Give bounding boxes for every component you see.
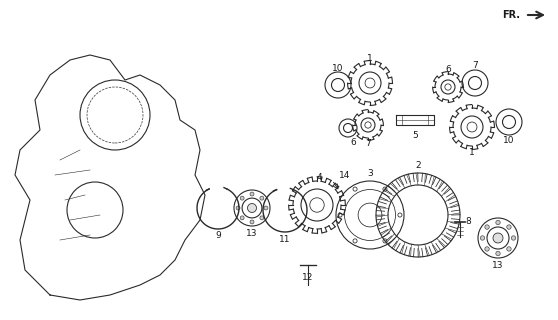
Text: 6: 6 (350, 138, 356, 147)
Text: 13: 13 (246, 229, 258, 238)
Text: 11: 11 (279, 236, 291, 244)
Circle shape (507, 225, 511, 229)
Text: 4: 4 (316, 172, 322, 181)
Circle shape (507, 247, 511, 251)
Circle shape (383, 239, 387, 243)
Text: 12: 12 (302, 273, 314, 282)
Circle shape (250, 220, 254, 224)
Circle shape (485, 225, 489, 229)
Text: 13: 13 (492, 261, 504, 270)
Text: 1: 1 (469, 148, 475, 156)
Text: 7: 7 (472, 60, 478, 69)
Text: 1: 1 (367, 53, 373, 62)
Circle shape (260, 196, 264, 200)
Circle shape (511, 236, 516, 240)
Circle shape (496, 251, 500, 256)
Circle shape (496, 220, 500, 225)
Text: 8: 8 (465, 218, 471, 227)
Circle shape (250, 192, 254, 196)
Circle shape (353, 187, 357, 191)
Text: 3: 3 (367, 169, 373, 178)
Text: FR.: FR. (502, 10, 520, 20)
Text: 10: 10 (332, 63, 344, 73)
Text: 9: 9 (215, 231, 221, 241)
Circle shape (240, 216, 244, 220)
Text: 14: 14 (339, 171, 350, 180)
Circle shape (236, 206, 240, 210)
Circle shape (480, 236, 485, 240)
Circle shape (338, 213, 342, 217)
Circle shape (383, 187, 387, 191)
Circle shape (485, 247, 489, 251)
Circle shape (398, 213, 402, 217)
Text: 7: 7 (365, 139, 371, 148)
Circle shape (493, 233, 503, 243)
Circle shape (248, 204, 257, 212)
Circle shape (353, 239, 357, 243)
Circle shape (260, 216, 264, 220)
Text: 2: 2 (415, 161, 421, 170)
Text: 6: 6 (445, 65, 451, 74)
Circle shape (240, 196, 244, 200)
Text: 5: 5 (412, 131, 418, 140)
Text: 10: 10 (503, 135, 514, 145)
Circle shape (264, 206, 268, 210)
